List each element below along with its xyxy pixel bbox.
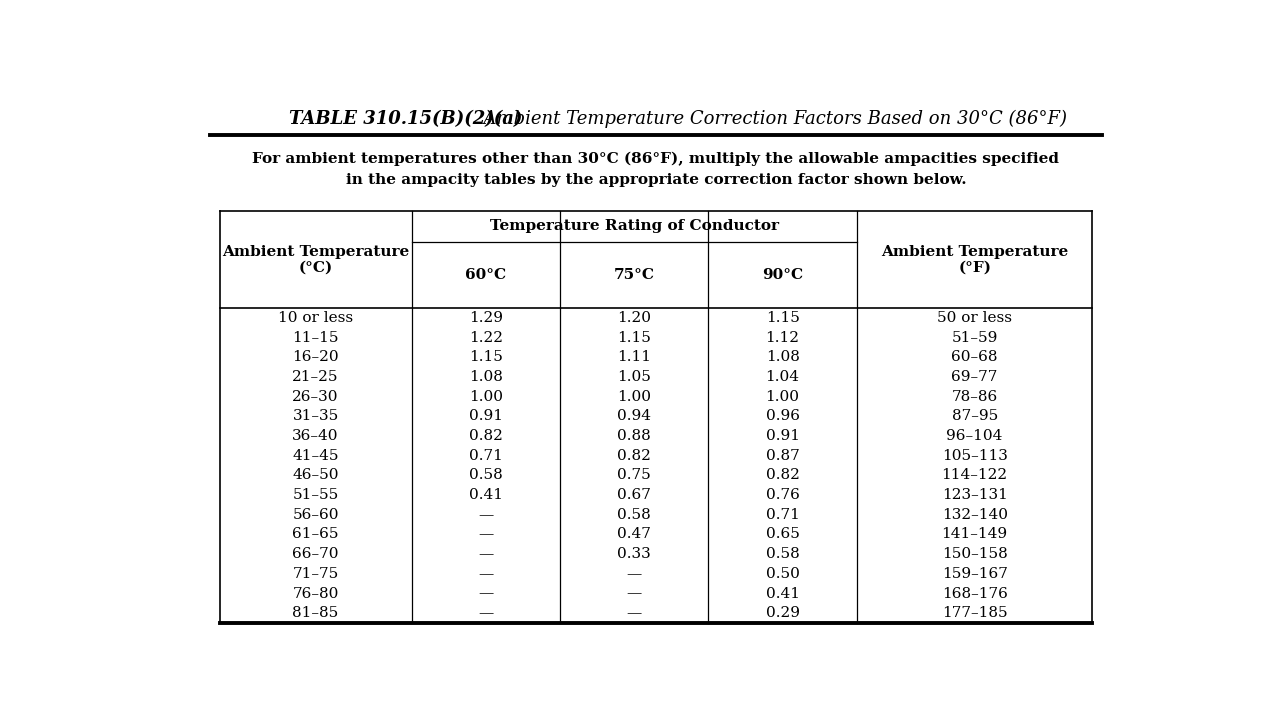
Text: 50 or less: 50 or less (937, 311, 1012, 325)
Text: 31–35: 31–35 (292, 410, 339, 423)
Text: —: — (626, 587, 641, 600)
Text: 1.22: 1.22 (468, 330, 503, 345)
Text: 0.82: 0.82 (468, 429, 503, 443)
Text: 51–59: 51–59 (951, 330, 998, 345)
Text: 87–95: 87–95 (951, 410, 997, 423)
Text: Ambient Temperature
(°C): Ambient Temperature (°C) (221, 245, 410, 275)
Text: 1.08: 1.08 (765, 351, 800, 364)
Text: 0.41: 0.41 (468, 488, 503, 502)
Text: Ambient Temperature
(°F): Ambient Temperature (°F) (881, 245, 1069, 275)
Text: 1.20: 1.20 (617, 311, 652, 325)
Text: 141–149: 141–149 (942, 528, 1007, 541)
Text: —: — (479, 528, 493, 541)
Text: 0.58: 0.58 (765, 547, 800, 561)
Text: 0.87: 0.87 (765, 449, 800, 463)
Text: 1.15: 1.15 (468, 351, 503, 364)
Text: 1.29: 1.29 (468, 311, 503, 325)
Text: 1.08: 1.08 (468, 370, 503, 384)
Text: TABLE 310.15(B)(2)(a): TABLE 310.15(B)(2)(a) (289, 109, 522, 127)
Text: 0.58: 0.58 (468, 469, 503, 482)
Text: —: — (626, 606, 641, 620)
Text: 26–30: 26–30 (292, 390, 339, 404)
Text: 1.12: 1.12 (765, 330, 800, 345)
Text: 71–75: 71–75 (292, 567, 339, 581)
Text: —: — (479, 508, 493, 522)
Text: 0.88: 0.88 (617, 429, 652, 443)
Text: 1.00: 1.00 (765, 390, 800, 404)
Text: 0.82: 0.82 (765, 469, 800, 482)
Text: 90°C: 90°C (762, 268, 803, 282)
Text: Temperature Rating of Conductor: Temperature Rating of Conductor (490, 220, 778, 233)
Text: 11–15: 11–15 (292, 330, 339, 345)
Text: 159–167: 159–167 (942, 567, 1007, 581)
Text: 46–50: 46–50 (292, 469, 339, 482)
Text: 0.91: 0.91 (765, 429, 800, 443)
Text: 0.65: 0.65 (765, 528, 800, 541)
Text: 0.71: 0.71 (468, 449, 503, 463)
Text: 61–65: 61–65 (292, 528, 339, 541)
Text: —: — (626, 567, 641, 581)
Text: 1.05: 1.05 (617, 370, 652, 384)
Text: 51–55: 51–55 (292, 488, 339, 502)
Text: 60°C: 60°C (465, 268, 507, 282)
Text: 0.91: 0.91 (468, 410, 503, 423)
Text: 1.15: 1.15 (617, 330, 652, 345)
Text: 96–104: 96–104 (946, 429, 1002, 443)
Text: 105–113: 105–113 (942, 449, 1007, 463)
Text: 0.82: 0.82 (617, 449, 652, 463)
Text: 69–77: 69–77 (951, 370, 998, 384)
Text: 0.33: 0.33 (617, 547, 652, 561)
Text: —: — (479, 547, 493, 561)
Text: 41–45: 41–45 (292, 449, 339, 463)
Text: 0.58: 0.58 (617, 508, 652, 522)
Text: 0.50: 0.50 (765, 567, 800, 581)
Text: 81–85: 81–85 (292, 606, 339, 620)
Text: 1.04: 1.04 (765, 370, 800, 384)
Text: 1.11: 1.11 (617, 351, 652, 364)
Text: 0.67: 0.67 (617, 488, 652, 502)
Text: For ambient temperatures other than 30°C (86°F), multiply the allowable ampaciti: For ambient temperatures other than 30°C… (252, 152, 1060, 186)
Text: 56–60: 56–60 (292, 508, 339, 522)
Text: 123–131: 123–131 (942, 488, 1007, 502)
Text: 16–20: 16–20 (292, 351, 339, 364)
Text: 1.00: 1.00 (468, 390, 503, 404)
Text: 75°C: 75°C (613, 268, 654, 282)
Text: 21–25: 21–25 (292, 370, 339, 384)
Text: 0.76: 0.76 (765, 488, 800, 502)
Text: —: — (479, 606, 493, 620)
Text: —: — (479, 587, 493, 600)
Text: 0.96: 0.96 (765, 410, 800, 423)
Text: 0.71: 0.71 (765, 508, 800, 522)
Text: 36–40: 36–40 (292, 429, 339, 443)
Text: 76–80: 76–80 (292, 587, 339, 600)
Text: 0.75: 0.75 (617, 469, 652, 482)
Text: 78–86: 78–86 (951, 390, 997, 404)
Text: 0.29: 0.29 (765, 606, 800, 620)
Text: 1.00: 1.00 (617, 390, 652, 404)
Text: —: — (479, 567, 493, 581)
Text: 0.94: 0.94 (617, 410, 652, 423)
Text: 150–158: 150–158 (942, 547, 1007, 561)
Text: 168–176: 168–176 (942, 587, 1007, 600)
Text: 0.47: 0.47 (617, 528, 652, 541)
Text: 114–122: 114–122 (942, 469, 1007, 482)
Text: 1.15: 1.15 (765, 311, 800, 325)
Text: 60–68: 60–68 (951, 351, 998, 364)
Text: Ambient Temperature Correction Factors Based on 30°C (86°F): Ambient Temperature Correction Factors B… (472, 109, 1068, 128)
Text: 177–185: 177–185 (942, 606, 1007, 620)
Text: 132–140: 132–140 (942, 508, 1007, 522)
Text: 0.41: 0.41 (765, 587, 800, 600)
Text: 10 or less: 10 or less (278, 311, 353, 325)
Text: 66–70: 66–70 (292, 547, 339, 561)
